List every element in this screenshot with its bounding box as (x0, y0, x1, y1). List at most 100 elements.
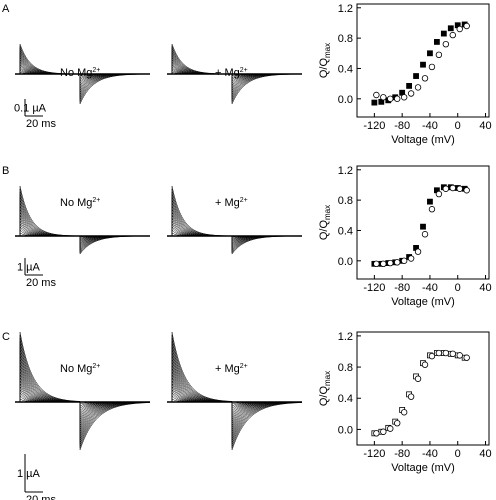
y-label-sub: max (323, 371, 332, 386)
marker-circle (394, 419, 401, 427)
x-tick-label: -80 (394, 120, 410, 132)
marker-square (420, 61, 426, 68)
marker-circle (380, 94, 387, 101)
marker-circle (421, 361, 429, 368)
marker-circle (394, 95, 401, 102)
x-tick-label: 0 (455, 120, 461, 132)
marker-circle (421, 75, 429, 82)
x-tick-label: -40 (422, 120, 438, 132)
marker-circle (387, 259, 394, 267)
y-tick-label: 1.2 (338, 3, 353, 15)
superscript: 2+ (92, 197, 100, 204)
current-traces (171, 43, 303, 105)
x-tick-label: -80 (394, 282, 410, 294)
superscript: 2+ (240, 67, 248, 74)
current-traces (19, 331, 151, 451)
marker-circle (449, 31, 456, 39)
marker-circle (435, 349, 443, 357)
marker-circle (414, 375, 422, 382)
scale-y-label: 1 µA (17, 468, 41, 480)
scale-y-label: 0.1 µA (14, 103, 47, 115)
scale-y-label: 1 µA (17, 262, 41, 274)
marker-circle (449, 350, 456, 358)
y-axis-label: Q/Qmax (318, 205, 332, 240)
y-tick-label: 0.4 (338, 225, 353, 237)
marker-circle (435, 190, 443, 198)
y-tick-label: 0.8 (338, 362, 353, 374)
y-label-main: Q/Q (318, 58, 330, 79)
x-tick-label: -120 (363, 282, 385, 294)
condition-label: + Mg2+ (215, 67, 248, 79)
y-tick-label: 1.2 (338, 165, 353, 177)
marker-square (427, 198, 433, 205)
y-tick-label: 1.2 (338, 331, 353, 343)
marker-square (420, 223, 426, 230)
x-tick-label: -40 (422, 282, 438, 294)
plot-frame (356, 3, 490, 118)
y-tick-label: 0.4 (338, 63, 353, 75)
x-tick-label: 0 (455, 282, 461, 294)
condition-text: No Mg (60, 363, 92, 375)
y-tick-label: 0.4 (338, 393, 353, 405)
marker-circle (380, 260, 387, 268)
y-tick-label: 0.8 (338, 33, 353, 45)
superscript: 2+ (92, 67, 100, 74)
marker-circle (400, 94, 408, 101)
marker-circle (407, 90, 415, 97)
plot-frame (356, 331, 490, 446)
scale-x-label: 20 ms (26, 277, 56, 289)
x-tick-label: 40 (479, 448, 491, 460)
y-label-main: Q/Q (318, 220, 330, 241)
superscript: 2+ (92, 363, 100, 370)
marker-square (406, 83, 413, 89)
scale-x-label: 20 ms (26, 494, 56, 500)
condition-label: + Mg2+ (215, 363, 248, 375)
marker-circle (373, 260, 380, 268)
y-label-sub: max (323, 43, 332, 58)
x-tick-label: 40 (479, 282, 491, 294)
marker-square (447, 25, 454, 32)
condition-text: No Mg (60, 197, 92, 209)
superscript: 2+ (240, 197, 248, 204)
marker-circle (407, 393, 415, 400)
marker-circle (394, 259, 401, 266)
marker-circle (463, 187, 470, 194)
marker-circle (463, 22, 470, 30)
marker-circle (428, 63, 436, 71)
marker-circle (400, 257, 408, 264)
marker-circle (428, 352, 436, 360)
x-tick-label: -120 (363, 448, 385, 460)
marker-circle (373, 430, 380, 437)
marker-circle (442, 185, 450, 192)
marker-circle (428, 206, 436, 213)
x-axis-label: Voltage (mV) (391, 462, 455, 474)
y-label-main: Q/Q (318, 386, 330, 407)
panel-letter: B (2, 165, 9, 177)
marker-square (371, 99, 378, 106)
marker-square (413, 73, 419, 79)
scale-x-label: 20 ms (26, 118, 56, 130)
current-traces (171, 331, 303, 451)
y-tick-label: 0.0 (338, 256, 353, 268)
marker-circle (421, 231, 429, 238)
marker-square (427, 50, 433, 57)
marker-circle (442, 40, 450, 48)
marker-circle (456, 185, 463, 192)
condition-label: No Mg2+ (60, 363, 100, 375)
superscript: 2+ (240, 363, 248, 370)
panel-letter: A (2, 3, 10, 15)
condition-label: + Mg2+ (215, 197, 248, 209)
x-tick-label: 40 (479, 120, 491, 132)
y-tick-label: 0.0 (338, 424, 353, 436)
condition-text: + Mg (215, 197, 240, 209)
y-tick-label: 0.0 (338, 94, 353, 106)
condition-label: No Mg2+ (60, 197, 100, 209)
marker-circle (387, 95, 394, 102)
marker-circle (456, 25, 463, 33)
marker-circle (456, 352, 463, 359)
marker-circle (449, 184, 456, 192)
marker-circle (463, 354, 470, 361)
marker-circle (380, 428, 387, 435)
y-tick-label: 0.8 (338, 195, 353, 207)
